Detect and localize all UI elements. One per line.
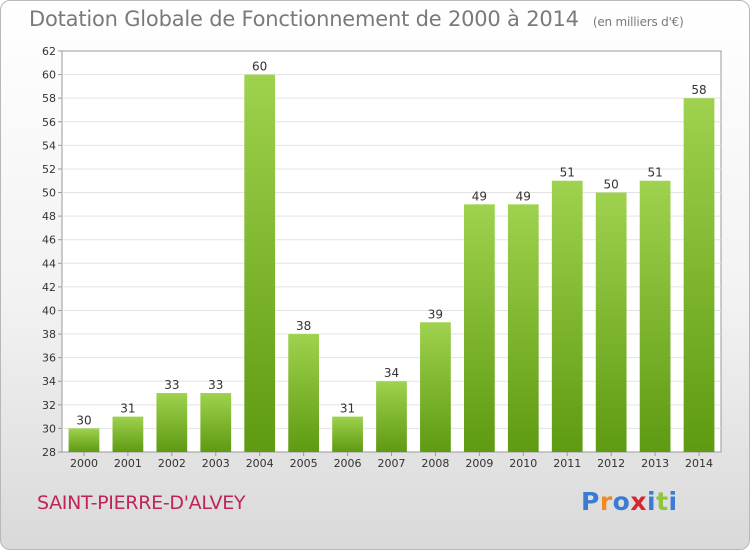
y-tick-label: 48 [42,210,56,223]
y-tick-label: 58 [42,92,56,105]
y-tick-label: 34 [42,375,56,388]
y-tick-label: 32 [42,399,56,412]
data-label-2003: 33 [208,378,223,392]
data-label-2011: 51 [560,166,575,180]
y-tick-label: 60 [42,69,56,82]
x-tick-label-2013: 2013 [641,457,669,470]
x-tick-label-2014: 2014 [685,457,713,470]
bar-2014 [683,98,715,453]
chart-units: (en milliers d'€) [592,15,684,29]
logo-letter: i [647,487,657,516]
x-tick-label-2001: 2001 [114,457,142,470]
bars: 30 31 33 33 60 38 31 34 39 49 49 51 50 51 58 [68,60,715,453]
data-label-2006: 31 [340,402,355,416]
data-label-2005: 38 [296,319,311,333]
x-tick-label-2010: 2010 [509,457,537,470]
y-tick-label: 40 [42,304,56,317]
data-label-2004: 60 [252,60,267,74]
y-tick-label: 38 [42,328,56,341]
y-tick-label: 30 [42,422,56,435]
proxiti-logo: Proxiti [581,487,678,516]
x-tick-label-2005: 2005 [290,457,318,470]
data-label-2009: 49 [472,189,487,203]
data-label-2010: 49 [516,189,531,203]
data-label-2008: 39 [428,307,443,321]
bar-2004 [244,74,276,453]
x-tick-label-2003: 2003 [202,457,230,470]
y-tick-label: 62 [42,45,56,58]
bar-2009 [463,204,495,452]
bar-2002 [156,393,188,452]
x-tick-label-2006: 2006 [334,457,362,470]
logo-letter: i [668,487,678,516]
y-tick-label: 52 [42,163,56,176]
x-tick-label-2008: 2008 [421,457,449,470]
x-tick-label-2011: 2011 [553,457,581,470]
bar-2013 [639,180,671,452]
bar-2011 [551,180,583,452]
x-tick-label-2002: 2002 [158,457,186,470]
x-tick-label-2009: 2009 [465,457,493,470]
chart-title: Dotation Globale de Fonctionnement de 20… [29,7,684,31]
x-tick-label-2007: 2007 [378,457,406,470]
data-label-2013: 51 [647,166,662,180]
commune-name: SAINT-PIERRE-D'ALVEY [37,492,246,514]
x-axis: 2000 2001 2002 2003 2004 2005 2006 2007 2008 2009… [70,452,713,470]
bar-2000 [68,428,100,452]
bar-2008 [420,322,451,452]
logo-letter: o [612,487,631,516]
bar-2012 [595,192,627,452]
x-tick-label-2000: 2000 [70,457,98,470]
logo-letter: P [581,487,600,516]
logo-letter: t [656,487,669,516]
y-axis: 28 30 32 34 36 38 40 42 44 46 48 50 52 54 56 58 60 62 [42,45,62,459]
data-label-2014: 58 [691,83,706,97]
bar-2010 [507,204,539,452]
data-label-2012: 50 [604,178,619,192]
y-tick-label: 54 [42,139,56,152]
x-tick-label-2012: 2012 [597,457,625,470]
y-tick-label: 46 [42,234,56,247]
bar-2003 [200,393,232,452]
data-label-2002: 33 [164,378,179,392]
data-label-2001: 31 [120,402,135,416]
logo-letter: x [630,487,647,516]
logo-letter: r [599,487,613,516]
y-tick-label: 44 [42,257,56,270]
y-tick-label: 56 [42,116,56,129]
data-label-2000: 30 [76,413,91,427]
y-tick-label: 36 [42,352,56,365]
bar-2006 [332,416,363,452]
chart-title-text: Dotation Globale de Fonctionnement de 20… [29,7,579,31]
x-tick-label-2004: 2004 [246,457,274,470]
data-label-2007: 34 [384,366,399,380]
bar-2001 [112,416,144,452]
y-tick-label: 28 [42,446,56,459]
bar-2005 [288,334,320,452]
y-tick-label: 50 [42,187,56,200]
bar-2007 [376,381,407,452]
y-tick-label: 42 [42,281,56,294]
